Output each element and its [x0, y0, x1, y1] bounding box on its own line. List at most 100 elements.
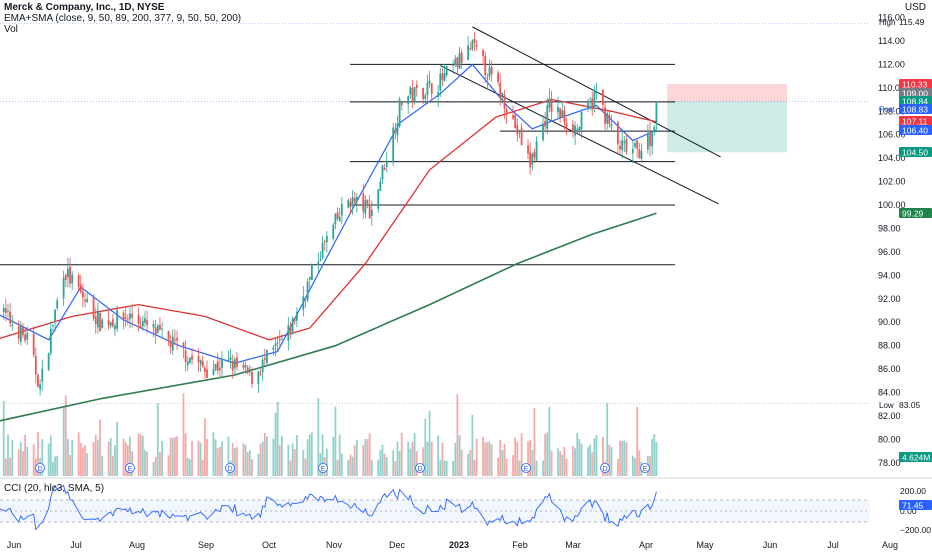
volume-bar: [578, 439, 581, 476]
price-tick-label: 78.00: [878, 458, 901, 468]
candle-body: [19, 325, 22, 342]
candle-body: [422, 87, 425, 99]
volume-bar: [54, 456, 56, 476]
candle-body: [383, 168, 386, 170]
volume-bar: [191, 440, 193, 476]
volume-bar: [542, 460, 544, 476]
volume-bar: [499, 439, 502, 476]
candle-body: [274, 343, 277, 347]
candle-body: [62, 277, 65, 299]
candle-body: [11, 324, 14, 326]
candle-body: [289, 326, 292, 335]
price-tick-label: 88.00: [878, 341, 901, 351]
volume-bar: [109, 437, 112, 476]
candle-body: [99, 313, 101, 331]
price-tag-label: 107.11: [902, 117, 928, 127]
volume-bar: [64, 395, 67, 476]
volume-bar: [621, 441, 624, 476]
time-tick-label: Jul: [70, 540, 82, 550]
candle-body: [22, 327, 24, 335]
candle-body: [542, 123, 544, 140]
time-tick-label: Oct: [262, 540, 277, 550]
price-tick-label: 102.00: [878, 177, 906, 187]
candle-body: [26, 332, 29, 340]
candle-body: [261, 359, 264, 373]
candle-body: [636, 140, 639, 149]
volume-bar: [94, 434, 97, 476]
volume-bar: [293, 449, 296, 476]
time-tick-label: 2023: [449, 540, 469, 550]
candle-body: [561, 110, 564, 117]
price-tick-label: 82.00: [878, 411, 901, 421]
volume-bar: [107, 441, 110, 476]
candle-body: [154, 327, 157, 335]
volume-bar: [527, 441, 529, 476]
volume-bar: [47, 443, 50, 476]
volume-bar: [159, 452, 161, 476]
candle-body: [529, 152, 532, 168]
volume-bar: [67, 439, 69, 476]
volume-bar: [302, 449, 305, 476]
candle-body: [171, 336, 174, 351]
candle-body: [332, 224, 335, 239]
candle-body: [546, 105, 549, 129]
volume-bar: [351, 456, 354, 476]
candle-body: [152, 323, 155, 328]
volume-bar: [169, 437, 172, 476]
sma200-line: [0, 212, 657, 422]
volume-bar: [501, 449, 504, 476]
candle-body: [263, 358, 266, 360]
candle-body: [638, 149, 641, 159]
volume-bar: [32, 444, 35, 476]
sma50-line: [0, 98, 657, 341]
candle-body: [497, 72, 499, 82]
cci-line: [0, 484, 657, 531]
volume-bar: [212, 432, 215, 476]
event-marker-circle: [640, 463, 650, 473]
event-marker-label: D: [227, 466, 232, 473]
volume-bar: [383, 453, 386, 476]
candle-body: [64, 274, 67, 280]
candle-body: [407, 96, 410, 105]
indicator-ema-sma-label[interactable]: EMA+SMA (close, 9, 50, 89, 200, 377, 9, …: [4, 13, 242, 24]
volume-bar: [49, 435, 52, 476]
candle-body: [355, 196, 358, 203]
volume-bar: [167, 455, 170, 476]
candle-body: [439, 73, 442, 91]
indicator-vol-label[interactable]: Vol: [4, 24, 18, 35]
volume-bar: [544, 433, 547, 476]
candle-body: [499, 82, 502, 98]
volume-bar: [56, 455, 59, 476]
volume-bar: [381, 444, 384, 476]
volume-bar: [454, 442, 457, 476]
candle-body: [137, 314, 140, 324]
candle-body: [452, 64, 455, 66]
candle-body: [67, 268, 69, 278]
time-tick-label: Dec: [389, 540, 406, 550]
indicator-cci-label[interactable]: CCI (20, hlc3, SMA, 5): [4, 483, 105, 494]
volume-bar: [392, 450, 395, 476]
volume-bar: [325, 448, 328, 476]
volume-bar: [377, 459, 380, 476]
price-tag-label: 104.50: [902, 148, 928, 158]
volume-bar: [189, 459, 191, 476]
candle-body: [257, 371, 260, 385]
volume-bar: [2, 401, 5, 476]
candle-body: [191, 355, 193, 360]
volume-bar: [141, 435, 144, 476]
candle-body: [559, 108, 562, 118]
price-tag-label: 108.83: [902, 105, 928, 115]
post-label: Post: [879, 105, 896, 114]
candle-body: [347, 199, 350, 208]
candle-body: [334, 214, 337, 225]
volume-bar: [460, 449, 463, 476]
candle-body: [259, 373, 262, 375]
candle-body: [437, 92, 440, 97]
candle-body: [503, 94, 506, 109]
volume-bar: [99, 419, 101, 476]
volume-bar: [263, 432, 266, 476]
volume-bar: [546, 432, 549, 476]
candle-body: [92, 297, 95, 319]
